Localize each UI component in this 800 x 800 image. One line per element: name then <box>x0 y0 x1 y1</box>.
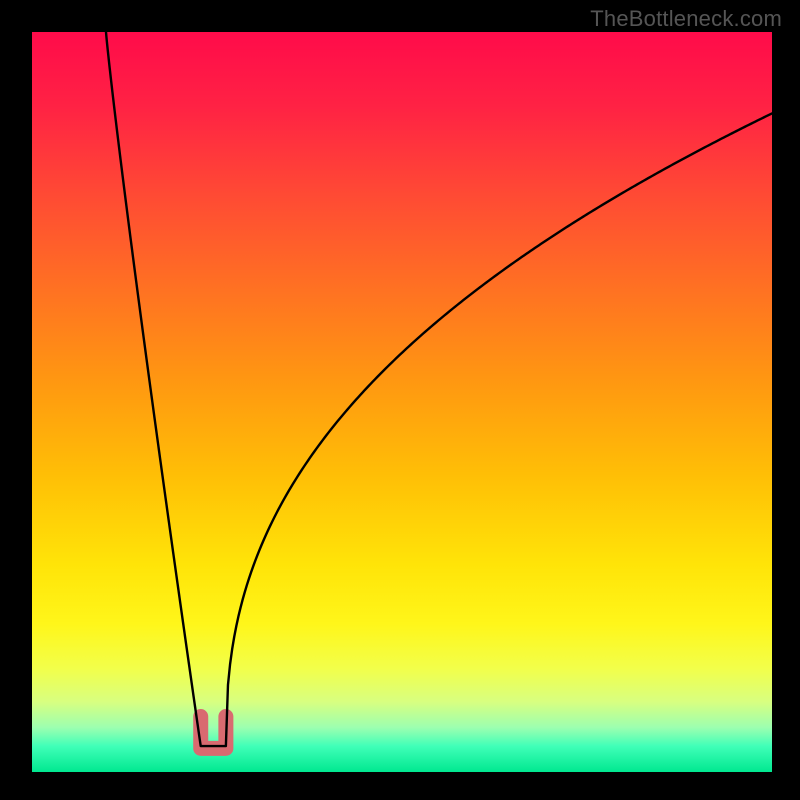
watermark-text: TheBottleneck.com <box>590 6 782 32</box>
chart-plot-area <box>32 32 772 772</box>
chart-background-gradient <box>32 32 772 772</box>
chart-svg <box>32 32 772 772</box>
